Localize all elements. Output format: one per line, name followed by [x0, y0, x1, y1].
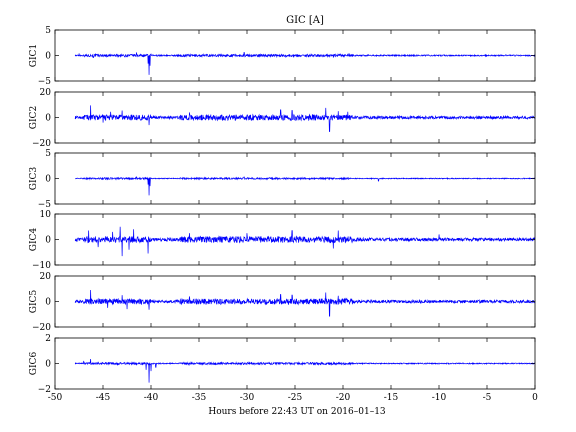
series-line-4 [74, 226, 536, 257]
panel-1: 5 0 −5 GIC1 [29, 26, 536, 87]
x-tick-label: -25 [288, 393, 303, 403]
x-tick-label: -10 [432, 393, 447, 403]
series-line-2 [74, 105, 536, 132]
panel-2: 20 0 −20 GIC2 [29, 88, 536, 149]
x-tick-label: -35 [192, 393, 207, 403]
y-axis-label: GIC1 [29, 44, 39, 67]
y-axis-label: GIC3 [29, 167, 39, 191]
y-tick-label: −20 [32, 139, 51, 149]
x-tick-label: -40 [144, 393, 159, 403]
y-axis-label: GIC6 [29, 352, 39, 376]
y-tick-label: 0 [45, 360, 51, 370]
y-axis-label: GIC2 [29, 106, 39, 129]
series-line-3 [74, 176, 536, 196]
y-tick-label: 5 [45, 26, 51, 36]
series-line-5 [74, 290, 536, 317]
panel-6: 2 0 −2 GIC6 [29, 334, 536, 395]
y-axis-label: GIC5 [29, 290, 39, 314]
x-tick-label: -45 [96, 393, 111, 403]
x-axis-label: Hours before 22:43 UT on 2016–01–13 [208, 407, 386, 417]
y-tick-label: 2 [45, 334, 51, 344]
y-tick-label: −5 [38, 200, 52, 210]
series-line-6 [74, 359, 536, 383]
chart-title: GIC [A] [286, 15, 324, 26]
y-tick-label: 0 [45, 114, 51, 124]
y-axis-label: GIC4 [29, 228, 39, 252]
y-tick-label: 10 [40, 210, 52, 220]
x-tick-label: -5 [483, 393, 492, 403]
panel-3: 5 0 −5 GIC3 [29, 149, 536, 210]
x-tick-label: -20 [336, 393, 351, 403]
panels-group: 50−5GIC1200−20GIC250−5GIC3100−10GIC4200−… [29, 26, 536, 395]
y-tick-label: 0 [45, 298, 51, 308]
y-tick-label: 0 [45, 175, 51, 185]
y-tick-label: 5 [45, 149, 51, 159]
y-tick-label: −10 [32, 261, 51, 271]
x-axis: -50 -45 -40 -35 -30 -25 -20 -15 -10 -5 0 [48, 393, 538, 403]
y-tick-label: 0 [45, 52, 51, 62]
x-tick-label: -50 [48, 393, 63, 403]
y-tick-label: −20 [32, 323, 51, 333]
y-tick-label: 20 [40, 272, 52, 282]
panel-5: 20 0 −20 GIC5 [29, 272, 536, 333]
panel-4: 10 0 −10 GIC4 [29, 210, 536, 271]
series-line-1 [74, 52, 536, 75]
y-tick-label: −2 [38, 385, 51, 395]
y-tick-label: −5 [38, 77, 52, 87]
x-tick-label: -30 [240, 393, 255, 403]
x-tick-label: 0 [532, 393, 538, 403]
y-tick-label: 0 [45, 236, 51, 246]
y-tick-label: 20 [40, 88, 52, 98]
x-tick-label: -15 [384, 393, 399, 403]
